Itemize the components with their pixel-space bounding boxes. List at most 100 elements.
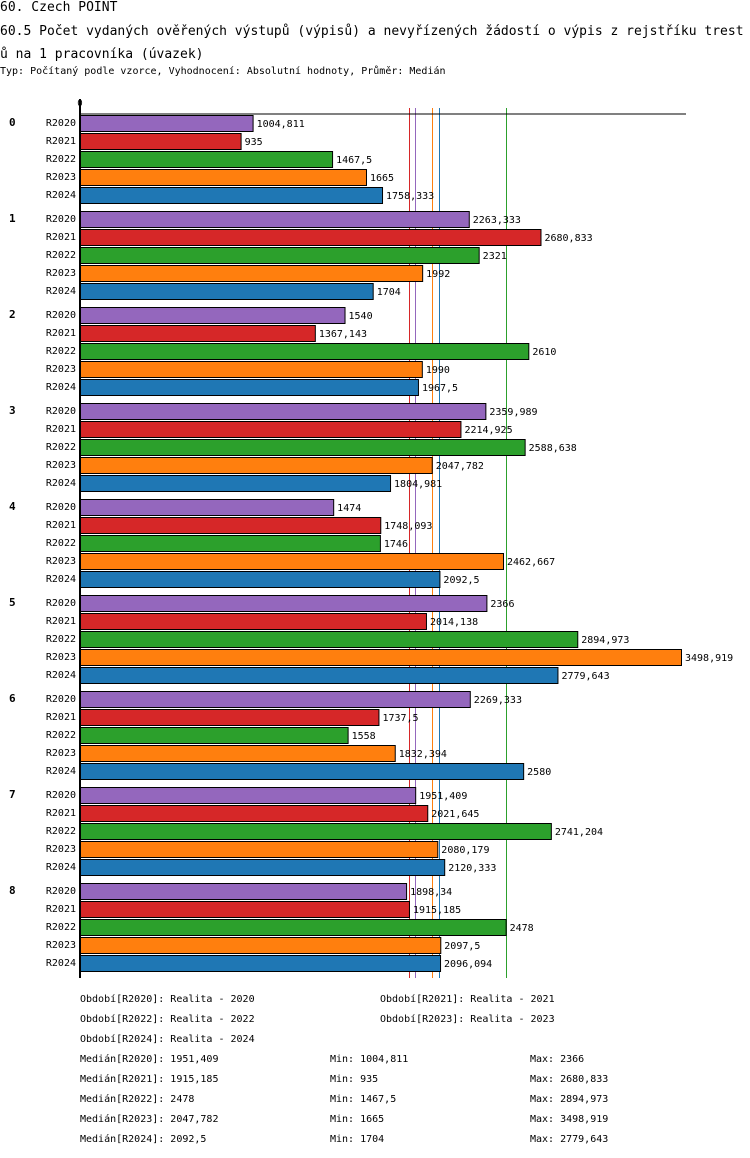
stat-min-r2022: Min: 1467,5: [330, 1094, 397, 1105]
series-label: R2024: [46, 190, 76, 201]
bar-r2022: [80, 631, 579, 648]
series-label: R2021: [46, 424, 76, 435]
bar-r2023: [80, 649, 682, 666]
series-label: R2021: [46, 904, 76, 915]
stat-max-r2024: Max: 2779,643: [530, 1134, 609, 1145]
series-label: R2024: [46, 478, 76, 489]
bar-value-label: 2120,333: [448, 863, 496, 874]
series-label: R2022: [46, 250, 76, 261]
bar-r2024: [80, 571, 441, 588]
bar-value-label: 2092,5: [443, 575, 479, 586]
group-label: 5: [9, 596, 16, 609]
group-label: 8: [9, 884, 16, 897]
bar-value-label: 2014,138: [430, 617, 478, 628]
bar-value-label: 2359,989: [489, 407, 537, 418]
series-label: R2020: [46, 502, 76, 513]
group-label: 4: [9, 500, 16, 513]
group-label: 1: [9, 212, 16, 225]
stat-max-r2020: Max: 2366: [530, 1054, 585, 1065]
bar-value-label: 2321: [483, 251, 507, 262]
bar-r2021: [80, 709, 380, 726]
bar-r2021: [80, 613, 427, 630]
bar-value-label: 1737,5: [382, 713, 418, 724]
bar-value-label: 1992: [426, 269, 450, 280]
bar-value-label: 1758,333: [386, 191, 434, 202]
bar-r2022: [80, 151, 334, 168]
bar-value-label: 1540: [349, 311, 373, 322]
stat-median-r2024: Medián[R2024]: 2092,5: [80, 1134, 207, 1145]
series-label: R2022: [46, 634, 76, 645]
series-label: R2023: [46, 940, 76, 951]
series-label: R2023: [46, 844, 76, 855]
bar-value-label: 3498,919: [685, 653, 733, 664]
series-label: R2023: [46, 172, 76, 183]
bar-value-label: 2080,179: [441, 845, 489, 856]
bar-r2020: [80, 499, 335, 516]
series-label: R2020: [46, 694, 76, 705]
bar-r2021: [80, 133, 242, 150]
page-title: 60. Czech POINT: [0, 0, 118, 15]
series-label: R2020: [46, 118, 76, 129]
series-label: R2023: [46, 268, 76, 279]
bar-value-label: 2096,094: [444, 959, 492, 970]
series-label: R2023: [46, 460, 76, 471]
bar-value-label: 1898,34: [410, 887, 452, 898]
legend-period-r2022: Období[R2022]: Realita - 2022: [80, 1014, 255, 1025]
bar-value-label: 1665: [370, 173, 394, 184]
bar-value-label: 1558: [352, 731, 376, 742]
series-label: R2023: [46, 652, 76, 663]
bar-r2024: [80, 283, 374, 300]
bar-r2022: [80, 823, 552, 840]
series-label: R2020: [46, 790, 76, 801]
bar-r2021: [80, 421, 462, 438]
legend-period-r2020: Období[R2020]: Realita - 2020: [80, 994, 255, 1005]
bar-r2023: [80, 553, 505, 570]
bar-r2024: [80, 955, 442, 972]
series-label: R2024: [46, 670, 76, 681]
series-label: R2021: [46, 232, 76, 243]
bar-r2020: [80, 403, 487, 420]
group-label: 6: [9, 692, 16, 705]
group-label: 2: [9, 308, 16, 321]
stat-max-r2021: Max: 2680,833: [530, 1074, 609, 1085]
bar-r2020: [80, 211, 470, 228]
bar-value-label: 2021,645: [431, 809, 479, 820]
bar-value-label: 2462,667: [507, 557, 555, 568]
bar-r2021: [80, 901, 410, 918]
series-label: R2024: [46, 574, 76, 585]
bar-value-label: 1704: [377, 287, 401, 298]
bar-r2022: [80, 343, 530, 360]
bar-r2024: [80, 379, 419, 396]
series-label: R2023: [46, 364, 76, 375]
bar-value-label: 2779,643: [561, 671, 609, 682]
bar-r2024: [80, 763, 525, 780]
stat-median-r2020: Medián[R2020]: 1951,409: [80, 1054, 219, 1065]
bar-value-label: 935: [245, 137, 263, 148]
series-label: R2020: [46, 310, 76, 321]
bar-r2023: [80, 169, 367, 186]
series-label: R2021: [46, 616, 76, 627]
chart-title: 60.5 Počet vydaných ověřených výstupů (v…: [0, 24, 744, 62]
bar-value-label: 2478: [510, 923, 534, 934]
bar-value-label: 2580: [527, 767, 551, 778]
series-label: R2021: [46, 712, 76, 723]
bar-value-label: 2610: [532, 347, 556, 358]
stat-min-r2020: Min: 1004,811: [330, 1054, 409, 1065]
stat-min-r2023: Min: 1665: [330, 1114, 385, 1125]
bar-value-label: 1967,5: [422, 383, 458, 394]
stat-median-r2023: Medián[R2023]: 2047,782: [80, 1114, 219, 1125]
series-label: R2020: [46, 886, 76, 897]
series-label: R2023: [46, 748, 76, 759]
series-label: R2024: [46, 862, 76, 873]
bar-r2022: [80, 247, 480, 264]
stat-max-r2022: Max: 2894,973: [530, 1094, 609, 1105]
series-label: R2022: [46, 442, 76, 453]
series-label: R2022: [46, 922, 76, 933]
bar-value-label: 1474: [337, 503, 361, 514]
bar-r2024: [80, 667, 559, 684]
bar-value-label: 2214,925: [464, 425, 512, 436]
series-label: R2021: [46, 808, 76, 819]
bar-value-label: 2680,833: [544, 233, 592, 244]
